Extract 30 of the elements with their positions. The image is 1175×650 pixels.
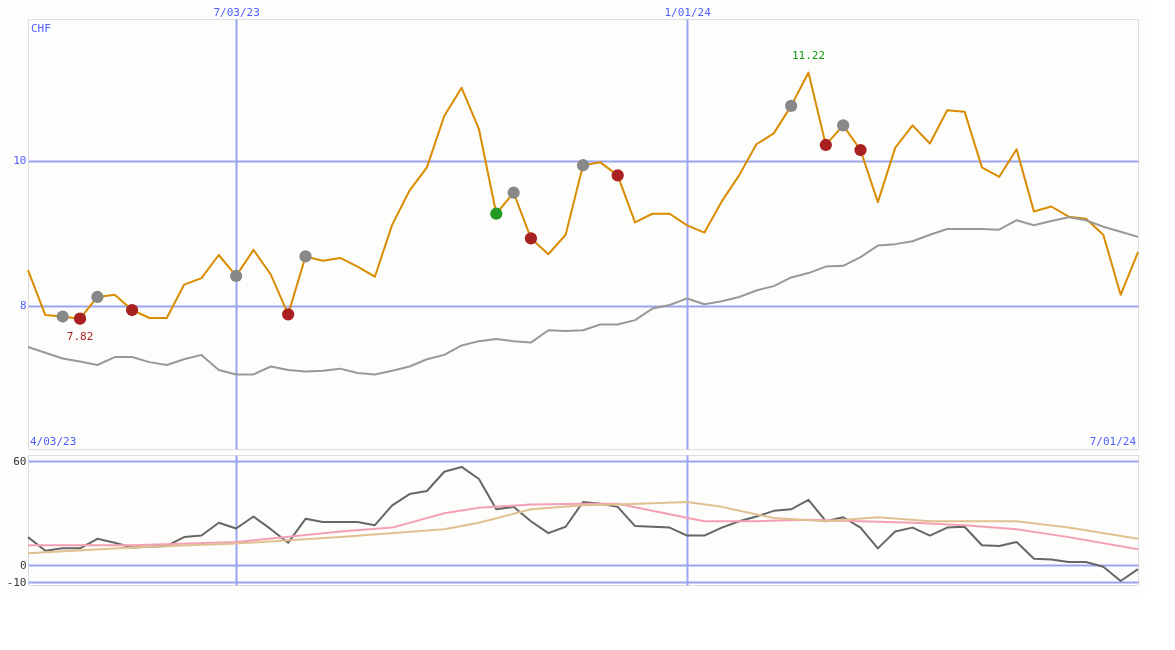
x-tick-label: 7/03/23: [213, 5, 260, 19]
y-tick-label: -10: [6, 575, 27, 589]
point: [125, 303, 139, 317]
line-series: [27, 465, 1139, 583]
annotation: 7.82: [66, 329, 94, 343]
point: [73, 312, 87, 325]
y-tick-label: 8: [19, 299, 27, 313]
x-tick-label: 1/01/24: [664, 5, 712, 19]
point: [299, 250, 312, 263]
point: [490, 207, 503, 220]
y-tick-label: 10: [13, 154, 27, 168]
point: [91, 290, 104, 304]
annotation: 7/01/24: [1089, 435, 1137, 448]
point: [230, 269, 243, 283]
point: [282, 308, 295, 321]
point: [819, 138, 832, 152]
point: [576, 159, 590, 172]
point: [611, 169, 624, 182]
y-tick-label: 60: [13, 454, 27, 468]
y-tick-label: 0: [19, 558, 27, 572]
point: [56, 310, 69, 323]
annotation: 4/03/23: [30, 435, 77, 448]
annotation: 11.22: [791, 48, 826, 62]
point: [837, 119, 850, 132]
point: [507, 186, 520, 199]
point: [785, 99, 798, 112]
point: [854, 143, 867, 157]
line-series: [27, 216, 1139, 376]
y-axis-title: CHF: [31, 22, 51, 35]
point: [524, 232, 538, 245]
